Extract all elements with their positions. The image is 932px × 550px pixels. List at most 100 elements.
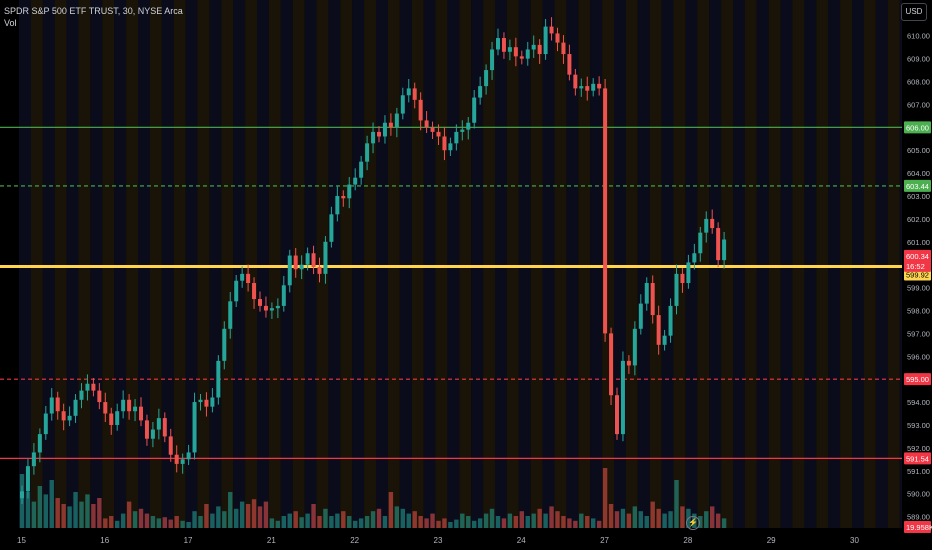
candle-body[interactable]	[347, 184, 352, 199]
candle-body[interactable]	[484, 70, 489, 87]
candle-body[interactable]	[466, 122, 471, 130]
candle-body[interactable]	[246, 273, 251, 284]
candle-body[interactable]	[591, 83, 596, 91]
candle-body[interactable]	[454, 131, 459, 144]
candle-body[interactable]	[478, 86, 483, 98]
candle-body[interactable]	[204, 399, 209, 407]
candle-body[interactable]	[620, 360, 625, 435]
candle-body[interactable]	[448, 143, 453, 151]
candle-body[interactable]	[692, 253, 697, 263]
candle-body[interactable]	[228, 301, 233, 329]
candle-body[interactable]	[97, 390, 102, 403]
candle-body[interactable]	[519, 56, 524, 59]
candle-body[interactable]	[156, 418, 161, 430]
candle-body[interactable]	[698, 232, 703, 254]
candle-body[interactable]	[615, 395, 619, 435]
lightning-icon[interactable]: ⚡	[686, 516, 700, 530]
candle-body[interactable]	[359, 161, 364, 178]
candle-body[interactable]	[150, 429, 155, 439]
candle-body[interactable]	[311, 253, 316, 267]
candle-body[interactable]	[335, 196, 340, 215]
candle-body[interactable]	[25, 466, 30, 492]
candle-body[interactable]	[442, 136, 447, 151]
candle-body[interactable]	[252, 283, 257, 300]
candle-body[interactable]	[668, 305, 673, 336]
candle-body[interactable]	[525, 49, 530, 59]
candle-body[interactable]	[20, 491, 24, 499]
candle-body[interactable]	[567, 54, 572, 75]
candle-body[interactable]	[37, 434, 42, 453]
candle-body[interactable]	[632, 328, 637, 366]
candle-body[interactable]	[382, 122, 387, 137]
candle-body[interactable]	[198, 399, 203, 403]
candle-body[interactable]	[168, 436, 173, 455]
candle-body[interactable]	[460, 129, 465, 132]
candle-body[interactable]	[597, 83, 602, 89]
currency-button[interactable]: USD	[901, 3, 927, 21]
candle-body[interactable]	[704, 218, 709, 233]
candle-body[interactable]	[133, 406, 138, 412]
candle-body[interactable]	[281, 285, 286, 306]
candle-body[interactable]	[144, 420, 149, 439]
candle-body[interactable]	[496, 38, 500, 50]
candle-body[interactable]	[626, 360, 631, 366]
candle-body[interactable]	[67, 415, 72, 421]
candle-body[interactable]	[472, 97, 477, 123]
candle-body[interactable]	[573, 74, 578, 89]
candle-body[interactable]	[73, 399, 78, 416]
candle-body[interactable]	[371, 131, 376, 144]
candle-body[interactable]	[377, 131, 381, 137]
candle-body[interactable]	[240, 273, 245, 281]
candle-body[interactable]	[103, 402, 108, 414]
candle-body[interactable]	[127, 399, 132, 412]
candle-body[interactable]	[424, 120, 429, 128]
candle-body[interactable]	[430, 127, 435, 132]
candle-body[interactable]	[365, 143, 370, 162]
candle-body[interactable]	[109, 413, 114, 425]
candle-body[interactable]	[216, 360, 221, 398]
candle-body[interactable]	[234, 280, 239, 302]
candle-body[interactable]	[638, 303, 643, 329]
candle-body[interactable]	[662, 335, 667, 345]
candle-body[interactable]	[115, 411, 120, 425]
candle-body[interactable]	[436, 131, 441, 137]
candle-body[interactable]	[305, 253, 310, 265]
candle-body[interactable]	[543, 26, 548, 55]
candle-body[interactable]	[258, 299, 262, 306]
candle-body[interactable]	[269, 308, 274, 311]
candle-body[interactable]	[61, 411, 66, 421]
candle-body[interactable]	[91, 383, 96, 391]
symbol-title[interactable]: SPDR S&P 500 ETF TRUST, 30, NYSE Arca	[4, 6, 183, 16]
candle-body[interactable]	[531, 44, 536, 50]
candle-body[interactable]	[603, 88, 608, 334]
candle-body[interactable]	[549, 26, 554, 34]
candle-body[interactable]	[287, 255, 292, 286]
candle-body[interactable]	[507, 47, 512, 52]
candle-body[interactable]	[561, 42, 566, 55]
candle-body[interactable]	[317, 266, 322, 274]
candle-body[interactable]	[275, 305, 280, 309]
candle-body[interactable]	[501, 38, 506, 52]
candle-body[interactable]	[293, 255, 298, 270]
candle-body[interactable]	[400, 95, 405, 114]
candle-body[interactable]	[513, 47, 518, 57]
candle-body[interactable]	[537, 44, 542, 55]
candle-body[interactable]	[49, 397, 54, 414]
candle-body[interactable]	[31, 452, 36, 467]
candle-body[interactable]	[710, 218, 715, 229]
candle-body[interactable]	[579, 86, 584, 89]
candle-body[interactable]	[55, 397, 60, 412]
candle-body[interactable]	[412, 88, 417, 100]
candle-body[interactable]	[644, 283, 649, 304]
candle-body[interactable]	[180, 459, 185, 464]
time-axis[interactable]	[0, 528, 932, 550]
candle-body[interactable]	[650, 283, 655, 316]
candle-body[interactable]	[585, 86, 590, 91]
candle-body[interactable]	[299, 264, 304, 270]
candle-body[interactable]	[186, 452, 191, 460]
candle-body[interactable]	[418, 99, 423, 121]
candle-body[interactable]	[222, 328, 227, 361]
candle-body[interactable]	[341, 196, 346, 199]
candle-body[interactable]	[192, 402, 197, 453]
